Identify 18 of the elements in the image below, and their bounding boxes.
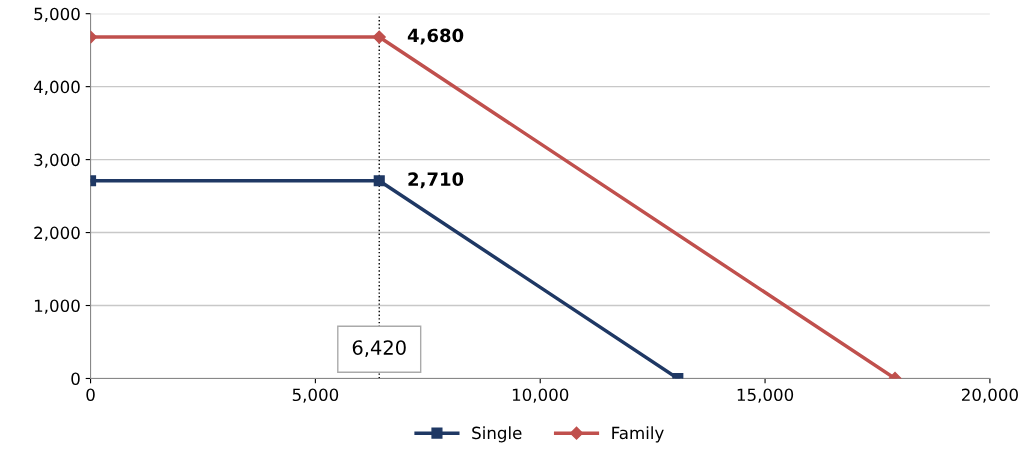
y-tick-label: 4,000 bbox=[33, 80, 80, 95]
annotation: 2,710 bbox=[408, 172, 464, 189]
x-tick-label: 10,000 bbox=[512, 388, 569, 403]
x-tick-label: 15,000 bbox=[737, 388, 794, 403]
y-tick-label: 1,000 bbox=[34, 299, 80, 314]
annotation: 4,680 bbox=[407, 28, 464, 45]
legend-label: Single bbox=[472, 426, 522, 443]
y-tick-label: 3,000 bbox=[34, 153, 80, 168]
y-tick-label: 2,000 bbox=[34, 226, 80, 241]
y-tick-label: 5,000 bbox=[34, 7, 80, 22]
ref-line-label: 6,420 bbox=[352, 340, 406, 357]
point bbox=[372, 30, 386, 44]
x-tick-label: 0 bbox=[86, 388, 95, 402]
point bbox=[373, 175, 385, 187]
y-tick-label: 0 bbox=[71, 372, 80, 386]
x-tick-label: 5,000 bbox=[292, 388, 339, 403]
legend-label: Family bbox=[612, 426, 664, 443]
x-tick-label: 20,000 bbox=[961, 388, 1018, 403]
